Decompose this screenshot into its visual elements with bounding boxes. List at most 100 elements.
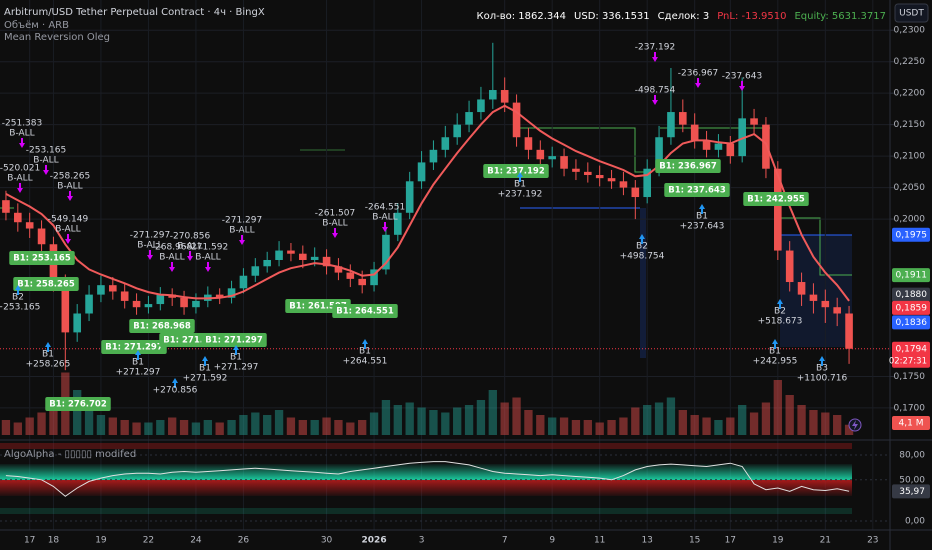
sell-arrow	[65, 234, 71, 244]
last-price-badge-bg	[892, 341, 930, 368]
price-badge-bg	[892, 300, 930, 315]
volume-bar	[215, 422, 224, 435]
candle-body	[679, 112, 687, 125]
volume-bar	[678, 410, 687, 435]
buy-label: B2	[774, 307, 786, 317]
candle-body	[489, 90, 497, 100]
candle-body	[287, 250, 295, 254]
volume-bar	[702, 417, 711, 435]
y-tick-label: 0,2150	[894, 120, 926, 130]
buy-label: B3	[816, 364, 828, 374]
volume-bar	[631, 407, 640, 435]
candle-body	[310, 256, 319, 260]
entry-badge	[13, 277, 79, 291]
sell-label: -270.856	[170, 232, 211, 242]
volume-bar	[654, 402, 664, 435]
volume-bar	[381, 400, 391, 435]
sell-label: -251.383	[2, 119, 42, 129]
x-tick-label: 11	[594, 536, 605, 546]
sell-label: -271.592	[188, 243, 228, 253]
volume-bar	[571, 420, 581, 435]
buy-label: +271.297	[214, 363, 259, 373]
volume-bar	[132, 422, 141, 435]
volume-bar	[156, 420, 165, 435]
currency[interactable]: USDT	[899, 9, 924, 19]
candle-body	[144, 304, 153, 308]
volume-bar	[25, 417, 34, 435]
osc-green-band	[0, 464, 852, 480]
candle-body	[619, 181, 628, 188]
volume-bar	[548, 417, 557, 435]
sell-arrow	[205, 262, 211, 272]
buy-arrow	[233, 345, 239, 355]
buy-arrow	[699, 204, 705, 214]
osc-red-band	[0, 480, 852, 496]
candle-body	[643, 168, 651, 198]
candle-body	[180, 297, 188, 308]
currency-button[interactable]	[894, 3, 929, 23]
candle-body	[809, 294, 818, 301]
buy-label: +498.754	[620, 252, 665, 262]
last-price-badge: 0,1794	[896, 344, 928, 354]
candle-body	[358, 278, 366, 286]
price-badge-bg	[892, 315, 930, 330]
sell-label: B-ALL	[322, 219, 347, 229]
candle-body	[572, 168, 580, 172]
candle-body	[192, 300, 200, 308]
candle-body	[750, 118, 758, 125]
candle-body	[714, 143, 723, 150]
x-tick-label: 18	[48, 536, 60, 546]
volume-bar	[809, 410, 818, 435]
volume-bar	[191, 422, 201, 435]
candle-body	[2, 200, 10, 213]
stat: USD: 336.1531	[574, 11, 650, 22]
y-tick-label: 0,1750	[894, 372, 926, 382]
volume-bar	[322, 417, 331, 435]
candle-layer	[2, 42, 853, 371]
volume-bar	[286, 417, 296, 435]
sell-label: -271.297	[222, 216, 262, 226]
volume-bar	[488, 390, 497, 435]
candle-body	[560, 156, 568, 169]
price-badge: 0,1975	[896, 230, 928, 240]
buy-arrow	[172, 378, 178, 388]
volume-bar	[536, 415, 545, 435]
entry-label: B1: 261.507	[289, 302, 347, 312]
volume-bar	[263, 415, 272, 435]
candle-body	[441, 137, 450, 150]
sell-label: -258.265	[50, 172, 90, 182]
candle-body	[85, 294, 93, 314]
sell-label: B-ALL	[177, 242, 202, 252]
volume-bar	[405, 402, 414, 435]
x-tick-label: 17	[24, 536, 35, 546]
candle-body	[299, 253, 307, 260]
y-tick-label: 0,2000	[894, 215, 926, 225]
volume-bar	[785, 395, 794, 435]
candle-body	[833, 307, 841, 314]
lightning-glyph	[852, 420, 858, 430]
x-tick-label: 7	[502, 536, 508, 546]
price-badge-bg	[892, 287, 930, 302]
entry-label: B1: 271.297	[105, 343, 163, 353]
candle-body	[417, 162, 426, 182]
candle-body	[263, 259, 271, 267]
candle-body	[429, 149, 438, 163]
candle-body	[453, 124, 461, 138]
candle-body	[465, 112, 473, 125]
buy-arrow	[819, 356, 825, 366]
candle-body	[334, 266, 343, 273]
x-tick-label: 13	[641, 536, 652, 546]
sell-label: -261.507	[315, 209, 355, 219]
buy-arrow	[777, 299, 783, 309]
candle-body	[774, 168, 782, 251]
entry-label: B1: 271.592	[163, 336, 221, 346]
buy-label: +271.297	[116, 368, 161, 378]
candle-body	[655, 137, 663, 169]
volume-bar	[607, 420, 616, 435]
candle-body	[322, 256, 331, 267]
osc-badge-bg	[892, 484, 930, 499]
volume-bar	[429, 410, 438, 435]
sell-label: B-ALL	[9, 129, 34, 139]
sell-label: -520.021	[0, 164, 40, 174]
